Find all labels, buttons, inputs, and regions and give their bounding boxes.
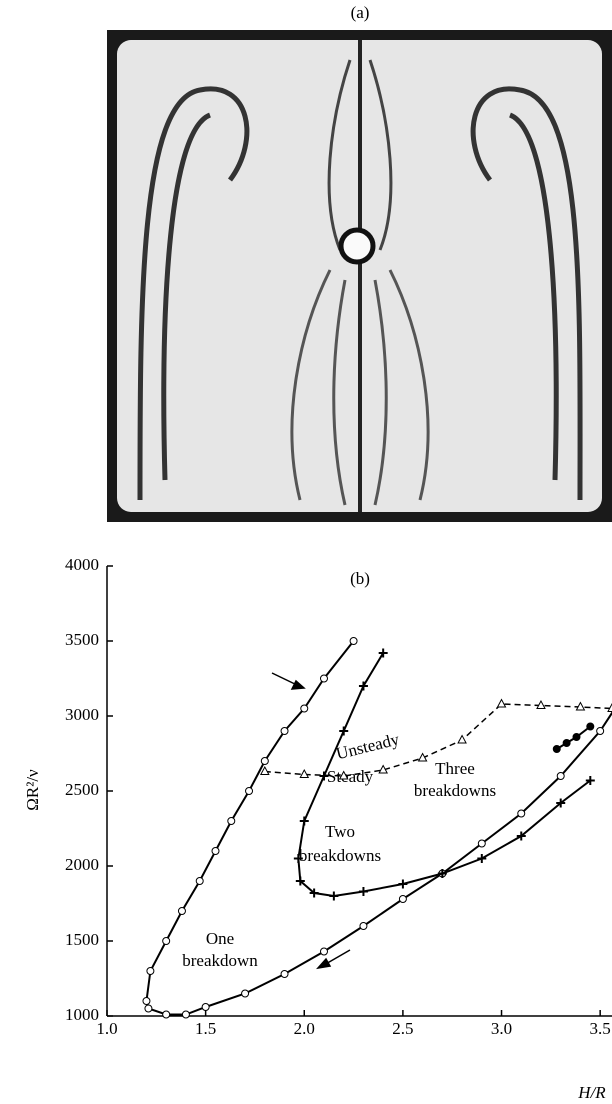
data-point [212,848,219,855]
y-tick-label: 2500 [65,780,99,799]
data-point [573,734,580,741]
data-point [163,1011,170,1018]
data-point [143,998,150,1005]
data-point [553,746,560,753]
arrows [272,673,350,968]
x-tick-label: 3.0 [491,1019,512,1038]
data-point [196,878,203,885]
data-point [300,770,308,778]
annotation: One [206,929,234,948]
annotation: Steady [327,767,374,786]
page: (a) (b) ΩR²/ν H/R One breakdown Two brea… [0,0,612,1104]
data-point [301,705,308,712]
data-point [477,854,486,863]
arrow-head [292,681,304,689]
panel-label: (a) [351,3,370,22]
chart-title: (b) [350,569,370,588]
data-point [281,728,288,735]
x-tick-label: 1.5 [195,1019,216,1038]
data-point [329,892,338,901]
photo [107,30,612,522]
data-point [228,818,235,825]
data-point [557,773,564,780]
data-point [147,968,154,975]
y-tick-label: 3500 [65,630,99,649]
y-tick-label: 4000 [65,555,99,574]
data-point [379,649,388,658]
data-point [242,990,249,997]
data-point [350,638,357,645]
annotation: breakdowns [414,781,496,800]
y-axis-label: ΩR²/ν [23,769,42,811]
data-point [320,675,327,682]
data-point [399,896,406,903]
data-point [261,758,268,765]
annotation: Two [325,822,355,841]
y-tick-label: 1000 [65,1005,99,1024]
annotation: breakdowns [299,846,381,865]
y-tick-label: 1500 [65,930,99,949]
data-point [202,1004,209,1011]
data-point [182,1011,189,1018]
data-point [478,840,485,847]
figure: (a) (b) ΩR²/ν H/R One breakdown Two brea… [0,0,612,1104]
data-point [359,682,368,691]
annotation: breakdown [182,951,258,970]
data-point [587,723,594,730]
x-tick-label: 1.0 [96,1019,117,1038]
data-point [458,736,466,744]
data-point [359,887,368,896]
x-tick-label: 2.0 [294,1019,315,1038]
data-point [563,740,570,747]
x-tick-label: 3.5 [590,1019,611,1038]
x-axis-label: H/R [577,1083,606,1102]
photo-bubble [341,230,373,262]
y-tick-label: 2000 [65,855,99,874]
x-tick-label: 2.5 [392,1019,413,1038]
data-point [300,817,309,826]
data-point [320,948,327,955]
data-point [145,1005,152,1012]
data-point [339,727,348,736]
data-point [518,810,525,817]
annotation: Three [435,759,475,778]
data-point [163,938,170,945]
data-point [178,908,185,915]
data-point [360,923,367,930]
data-point [498,700,506,708]
data-point [246,788,253,795]
data-point [281,971,288,978]
data-point [398,880,407,889]
data-point [597,728,604,735]
arrow-head [318,959,330,968]
y-tick-label: 3000 [65,705,99,724]
